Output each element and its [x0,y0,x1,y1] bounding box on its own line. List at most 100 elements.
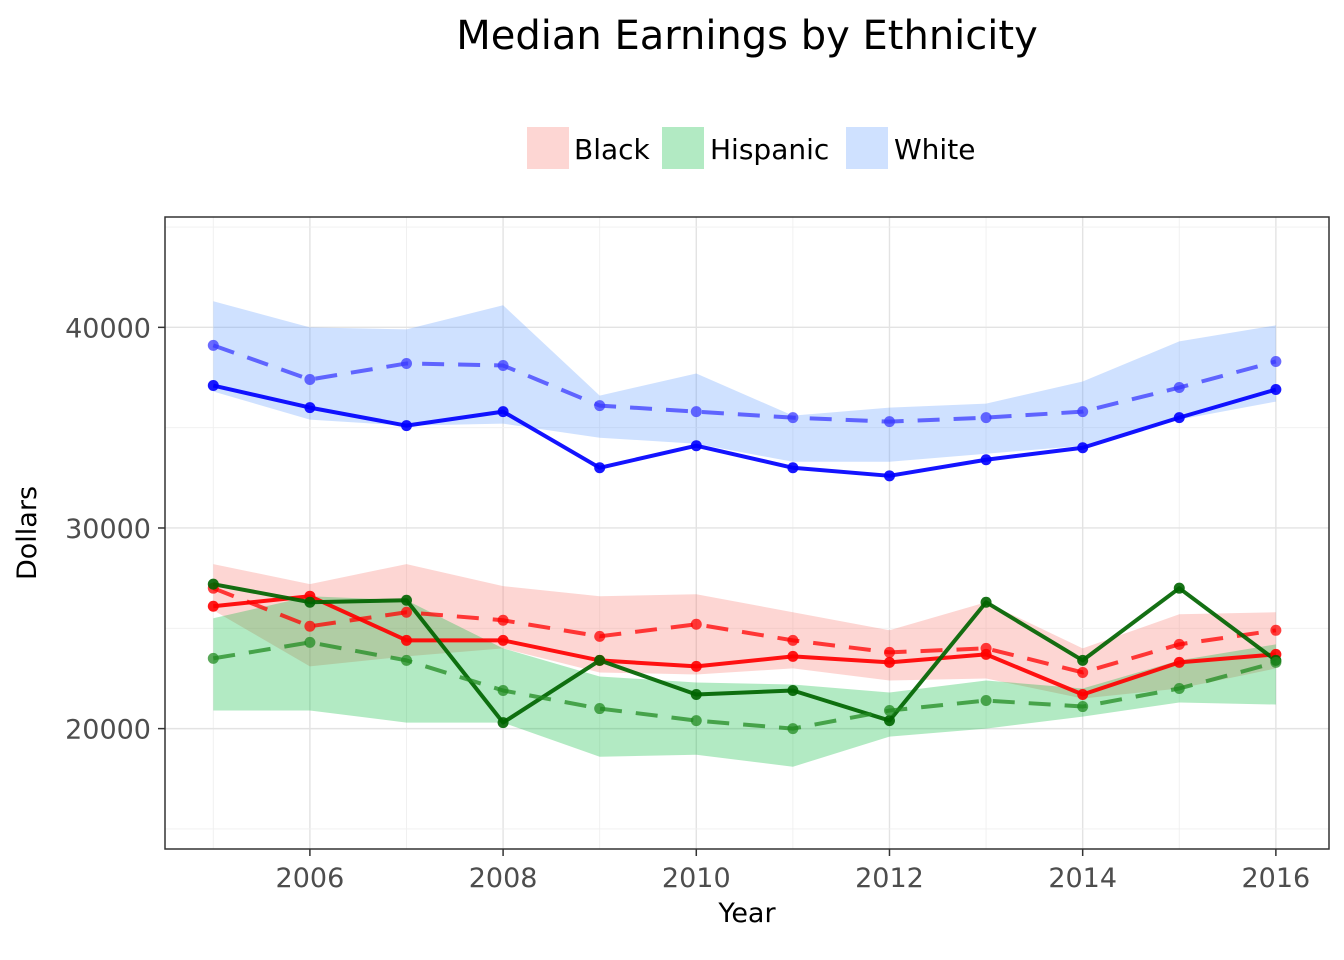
x-tick-label: 2012 [855,863,924,894]
data-point-hispanic-solid [400,594,412,606]
x-axis-title: Year [717,898,776,929]
data-point-black-dashed [1270,624,1282,636]
data-point-black-solid [690,660,702,672]
data-point-white-dashed [497,359,509,371]
legend: Black Hispanic White [527,127,975,169]
plot-border [164,216,1330,850]
x-tick-label: 2016 [1242,863,1311,894]
legend-label-hispanic: Hispanic [710,133,829,166]
data-point-black-dashed [787,634,799,646]
data-point-hispanic-dashed [1077,701,1089,713]
data-point-hispanic-solid [497,717,509,729]
data-point-white-solid [1270,384,1282,396]
series-line-hispanic-dashed [212,640,1277,731]
data-point-hispanic-solid [883,715,895,727]
data-point-white-solid [400,420,412,432]
data-point-white-dashed [400,357,412,369]
data-point-hispanic-solid [1173,582,1185,594]
legend-swatch-hispanic [662,127,704,169]
data-point-hispanic-dashed [497,684,509,696]
data-point-black-solid [1077,689,1089,701]
data-point-white-dashed [883,416,895,428]
data-point-white-solid [304,402,316,414]
series-line-white-dashed [212,343,1277,424]
data-point-hispanic-solid [1077,654,1089,666]
data-point-white-dashed [980,412,992,424]
series-line-hispanic-solid [212,582,1278,725]
series-line-black-dashed [212,586,1277,675]
x-tick-label: 2006 [276,863,345,894]
data-point-hispanic-dashed [1270,656,1282,668]
data-point-white-dashed [1173,382,1185,394]
data-point-black-dashed [594,630,606,642]
data-point-white-solid [883,470,895,482]
data-point-hispanic-solid [207,578,219,590]
data-point-black-solid [787,650,799,662]
data-point-white-solid [594,462,606,474]
data-point-black-solid [400,634,412,646]
series-layer [212,343,1278,731]
data-point-hispanic-dashed [304,636,316,648]
x-tick-label: 2014 [1048,863,1117,894]
data-point-black-dashed [690,618,702,630]
data-point-hispanic-dashed [883,705,895,717]
y-axis-title: Dollars [12,486,43,580]
data-point-black-dashed [1077,666,1089,678]
data-point-hispanic-solid [980,596,992,608]
data-point-white-dashed [787,412,799,424]
data-point-hispanic-solid [304,596,316,608]
data-point-hispanic-dashed [690,715,702,727]
data-point-hispanic-dashed [787,723,799,735]
data-point-black-solid [1173,656,1185,668]
chart-title: Median Earnings by Ethnicity [456,13,1038,59]
data-point-white-dashed [1270,355,1282,367]
data-point-white-solid [497,406,509,418]
y-tick-label: 20000 [65,715,151,746]
legend-swatch-black [527,127,569,169]
series-line-white-solid [212,383,1277,478]
data-point-hispanic-solid [690,689,702,701]
y-tick-label: 40000 [65,313,151,344]
data-point-white-dashed [207,339,219,351]
y-axis-ticks: 20000 30000 40000 [65,313,165,746]
data-point-black-dashed [497,614,509,626]
legend-label-white: White [894,133,975,166]
legend-label-black: Black [574,133,651,166]
data-point-white-dashed [690,406,702,418]
data-point-white-solid [980,454,992,466]
data-point-black-solid [207,600,219,612]
data-point-white-solid [787,462,799,474]
data-point-black-dashed [980,642,992,654]
data-point-white-solid [207,380,219,392]
data-point-white-solid [1077,442,1089,454]
data-point-black-solid [883,656,895,668]
y-tick-label: 30000 [65,514,151,545]
data-point-hispanic-dashed [207,652,219,664]
data-point-white-solid [1173,412,1185,424]
band-white [213,301,1276,462]
x-tick-label: 2010 [662,863,731,894]
x-axis-ticks: 2006 2008 2010 2012 2014 2016 [276,849,1311,894]
data-point-white-solid [690,440,702,452]
data-point-black-dashed [883,646,895,658]
data-point-black-solid [497,634,509,646]
legend-swatch-white [846,127,888,169]
x-tick-label: 2008 [469,863,538,894]
point-layer [207,339,1282,735]
data-point-black-dashed [400,606,412,618]
data-point-hispanic-solid [787,684,799,696]
data-point-hispanic-solid [594,654,606,666]
data-point-black-dashed [1173,638,1185,650]
data-point-white-dashed [594,400,606,412]
grid-layer [165,217,1329,849]
series-line-black-solid [213,594,1277,697]
data-point-hispanic-dashed [594,703,606,715]
data-point-white-dashed [1077,406,1089,418]
data-point-white-dashed [304,374,316,386]
data-point-black-dashed [304,620,316,632]
data-point-hispanic-dashed [980,695,992,707]
data-point-hispanic-dashed [1173,682,1185,694]
data-point-hispanic-dashed [400,654,412,666]
